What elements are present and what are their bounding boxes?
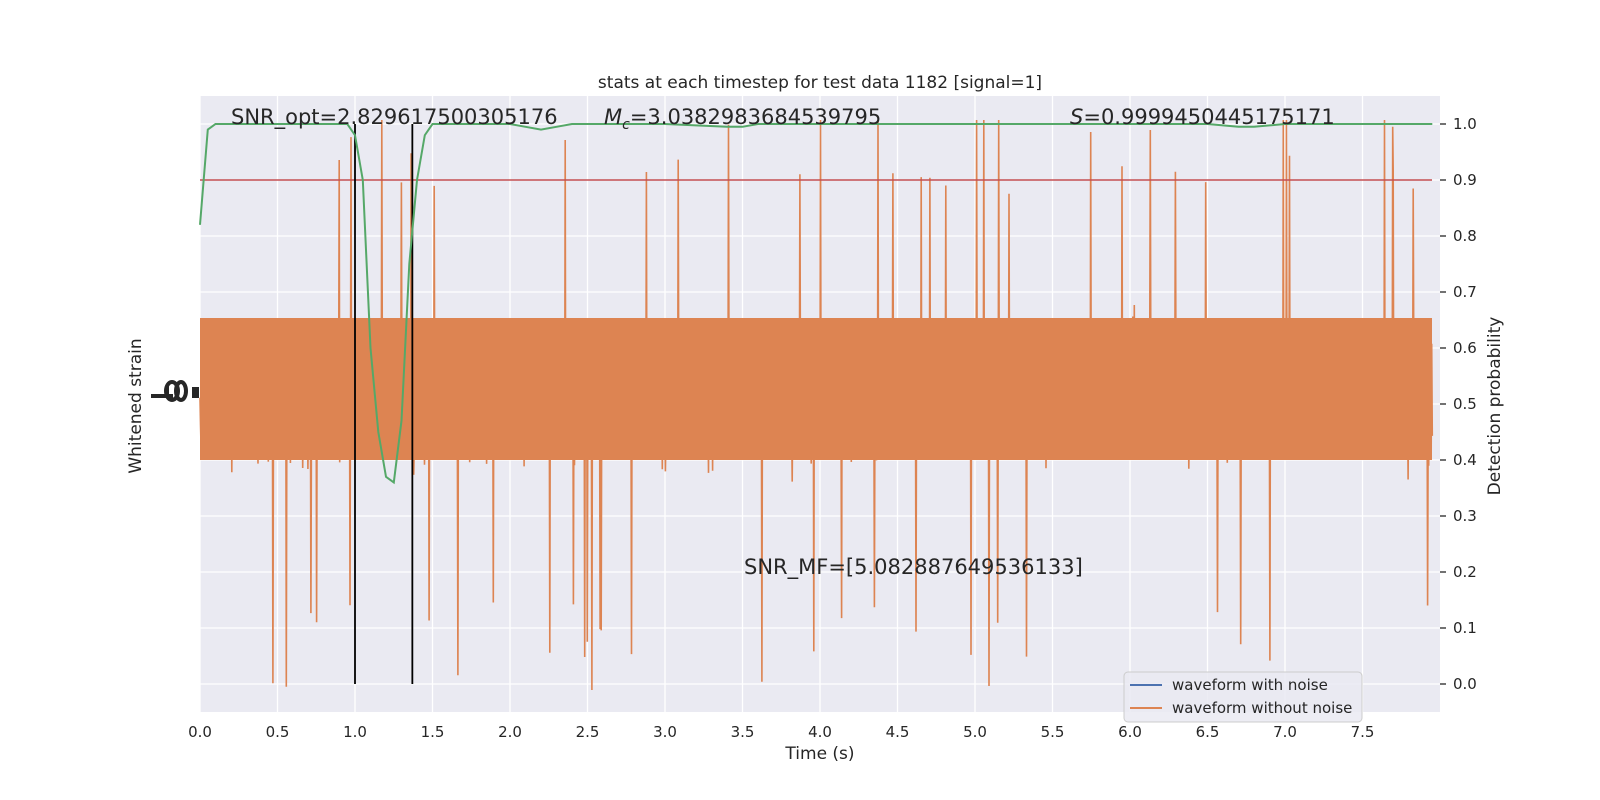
x-tick-label: 4.5 [886,723,910,741]
x-tick-label: 1.0 [343,723,367,741]
x-tick-label: 7.5 [1351,723,1375,741]
y-tick-label: 0.8 [1453,227,1477,245]
x-tick-label: 0.0 [188,723,212,741]
y-tick-label: 0.1 [1453,619,1477,637]
chirp-mass-symbol: M [604,105,622,129]
x-tick-label: 7.0 [1273,723,1297,741]
chirp-mass-annotation: Mc=3.0382983684539795 [604,105,881,133]
s-annotation: S=0.9999450445175171 [1070,105,1335,129]
strain-dense-core [200,318,1432,460]
x-tick-label: 0.5 [266,723,290,741]
s-symbol: S [1070,105,1083,129]
y-tick-label: 0.2 [1453,563,1477,581]
x-tick-label: 6.0 [1118,723,1142,741]
x-tick-label: 5.0 [963,723,987,741]
x-tick-label: 1.5 [421,723,445,741]
detection-probability-line [199,123,1433,485]
overlay [199,123,1433,684]
chart-title: stats at each timestep for test data 118… [598,73,1042,93]
snr-mf-annotation: SNR_MF=[5.082887649536133] [744,555,1083,580]
y-tick-label: 0.3 [1453,507,1477,525]
left-y-axis-collapsed-ticks [151,380,199,402]
x-tick-label: 2.0 [498,723,522,741]
y-tick-label: 0.9 [1453,171,1477,189]
s-value: =0.9999450445175171 [1083,105,1334,129]
snr-opt-annotation: SNR_opt=2.829617500305176 [231,105,558,130]
legend: waveform with noise waveform without noi… [1123,671,1363,723]
x-tick-label: 4.0 [808,723,832,741]
left-y-axis-label: Whitened strain [126,338,146,473]
x-tick-label: 6.5 [1196,723,1220,741]
chirp-mass-value: =3.0382983684539795 [630,105,881,129]
y-tick-label: 0.5 [1453,395,1477,413]
legend-label-without-noise: waveform without noise [1172,699,1352,717]
legend-label-with-noise: waveform with noise [1172,676,1328,694]
y-tick-label: 0.7 [1453,283,1477,301]
x-tick-label: 5.5 [1041,723,1065,741]
x-tick-label: 2.5 [576,723,600,741]
y-tick-label: 1.0 [1453,115,1477,133]
right-y-axis-label: Detection probability [1485,317,1505,496]
x-axis-ticks: 0.0 0.5 1.0 1.5 2.0 2.5 3.0 3.5 4.0 4.5 5.0 5.5 6.0 6… [188,723,1374,741]
right-y-axis-ticks: 0.0 0.1 0.2 0.3 0.4 0.5 0.6 0.7 0.8 0.9 1.0 [1440,115,1477,693]
x-axis-label: Time (s) [784,744,854,764]
x-tick-label: 3.0 [653,723,677,741]
y-tick-label: 0.6 [1453,339,1477,357]
legend-box [1123,671,1363,723]
chirp-mass-subscript: c [622,117,630,133]
y-tick-label: 0.4 [1453,451,1477,469]
y-tick-label: 0.0 [1453,675,1477,693]
x-tick-label: 3.5 [731,723,755,741]
